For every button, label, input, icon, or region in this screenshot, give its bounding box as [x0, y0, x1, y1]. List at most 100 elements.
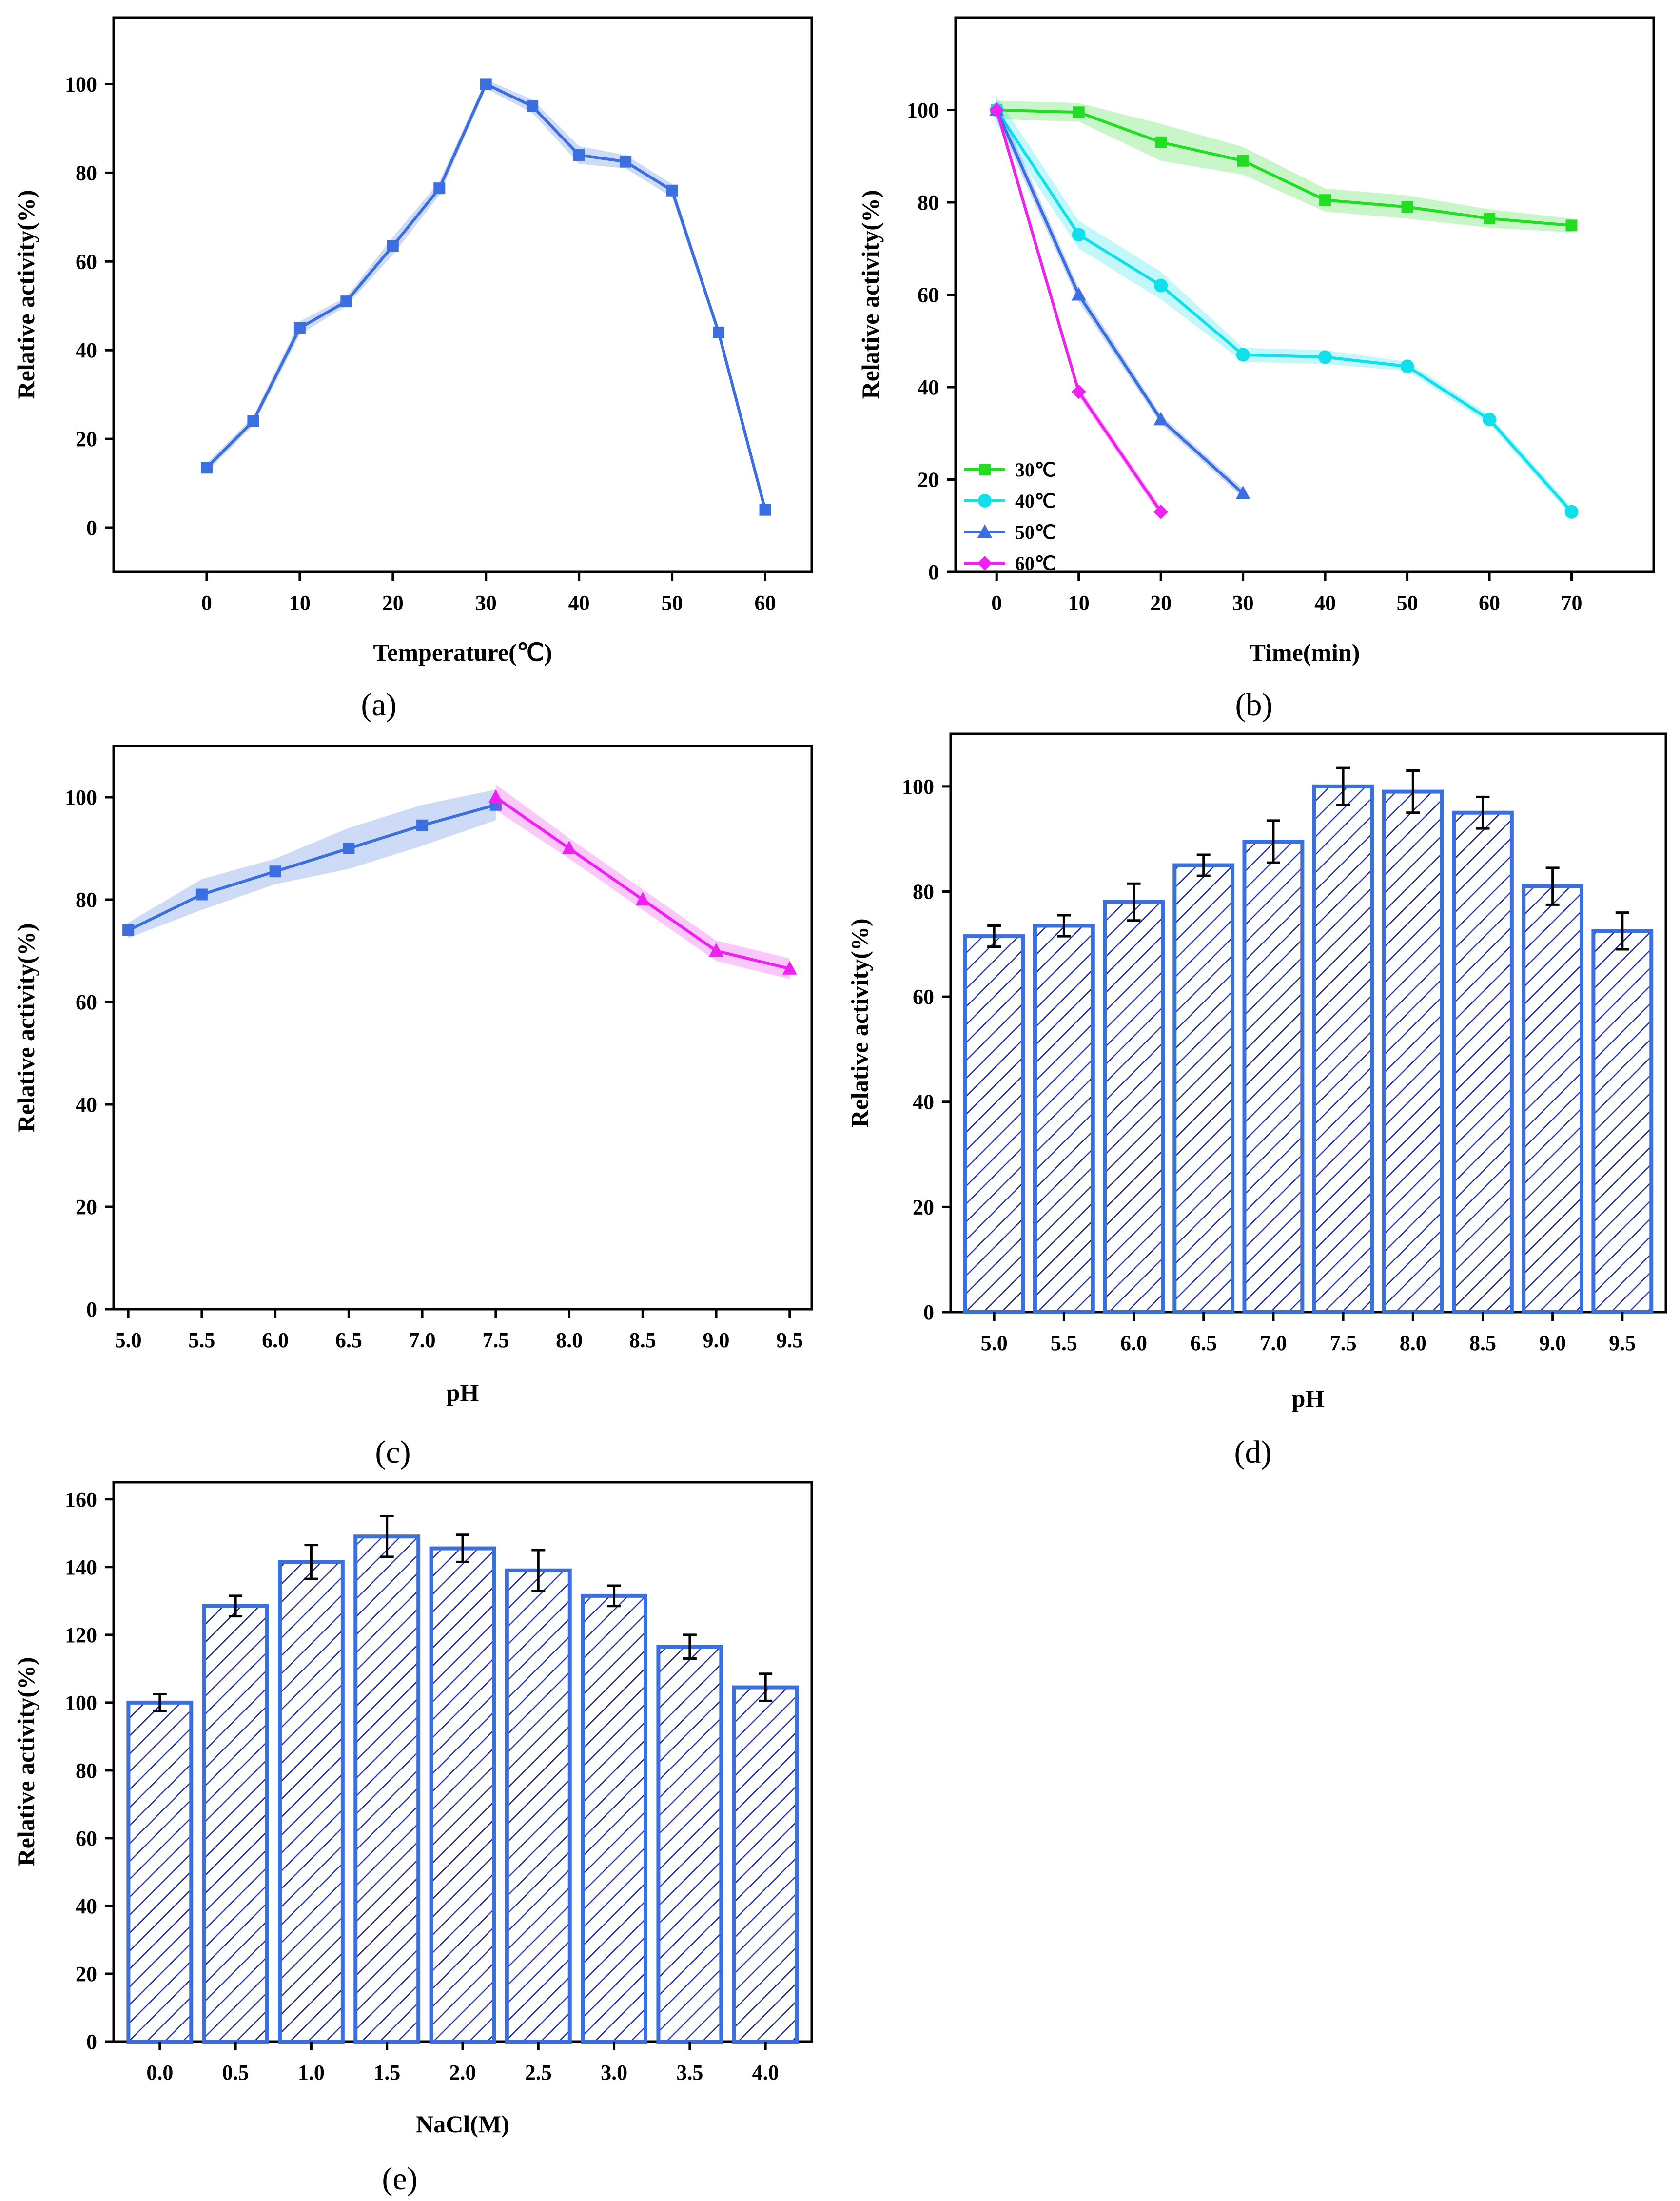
panel-a-xtick-label-6: 60 — [755, 591, 776, 615]
panel-b-ytick-label-2: 40 — [918, 375, 939, 399]
legend-label-1: 40℃ — [1015, 490, 1056, 512]
panel-c-xtick-label-6: 8.0 — [556, 1328, 583, 1352]
panel-a-ytick-label-3: 60 — [76, 250, 97, 274]
panel-c-series-1-point-4 — [782, 961, 797, 975]
panel-b-legend: 30℃ 40℃ 50℃ 60℃ — [964, 459, 1056, 574]
panel-a-ytick-label-2: 40 — [76, 338, 97, 362]
panel-d-xtick-label-5: 7.5 — [1330, 1331, 1357, 1355]
panel-a-series-0-point-10 — [666, 184, 678, 197]
panel-b-series-0-point-2 — [1155, 136, 1167, 148]
panel-c-series-1-band — [495, 784, 790, 979]
panel-e-xtick-label-8: 4.0 — [752, 2061, 779, 2084]
panel-c-series-1-point-1 — [562, 841, 577, 854]
panel-a-series-0-point-8 — [573, 149, 585, 161]
panel-a-series-0-point-1 — [247, 415, 259, 427]
panel-c-xtick-label-5: 7.5 — [482, 1328, 509, 1352]
panel-b-xlabel: Time(min) — [1250, 639, 1360, 666]
panel-e-bar-0 — [126, 1700, 194, 2044]
panel-a-series-0-point-2 — [293, 322, 306, 334]
panel-b-series-0-point-3 — [1237, 155, 1249, 167]
panel-e-xtick-label-7: 3.5 — [676, 2061, 703, 2084]
panel-c-xtick-label-8: 9.0 — [703, 1328, 730, 1352]
panel-d-bar-7 — [1452, 810, 1514, 1314]
panel-c-xtick-label-7: 8.5 — [629, 1328, 656, 1352]
panel-c: 5.0 5.5 6.0 6.5 7.0 7.5 8.0 8.5 9.0 9.5 0 20 40 60 80 1… — [12, 745, 813, 1470]
panel-b-xtick-label-7: 70 — [1561, 591, 1582, 615]
panel-d-bar-3 — [1172, 863, 1235, 1314]
panel-e-bar-3 — [353, 1534, 421, 2044]
panel-a-series-0-band — [206, 79, 765, 514]
panel-e-xtick-label-6: 3.0 — [601, 2061, 627, 2084]
panel-b-ytick-label-0: 0 — [928, 560, 939, 584]
panel-b-series-0-band — [996, 100, 1572, 233]
panel-a-xtick-label-1: 10 — [289, 591, 311, 615]
panel-c-ytick-label-1: 20 — [76, 1195, 97, 1219]
panel-b-xtick-label-2: 20 — [1150, 591, 1172, 615]
panel-b-series-0-line — [996, 108, 1572, 227]
panel-e-ytick-label-4: 80 — [76, 1759, 97, 1783]
panel-c-xtick-label-4: 7.0 — [409, 1328, 436, 1352]
panel-b-xtick-label-1: 10 — [1068, 591, 1090, 615]
panel-b: 0 10 20 30 40 50 60 70 0 20 40 60 80 100 30℃ 40℃ 50℃ 60℃… — [857, 16, 1655, 723]
panel-b-label: (b) — [1235, 687, 1273, 723]
panel-c-series-0-band — [128, 789, 496, 938]
panel-d-bar-2 — [1103, 900, 1165, 1314]
panel-c-series-1-point-3 — [709, 943, 724, 957]
panel-d-xtick-label-9: 9.5 — [1609, 1331, 1636, 1355]
panel-b-ytick-label-1: 20 — [918, 468, 939, 492]
panel-e-ylabel: Relative activity(%) — [12, 1657, 39, 1866]
panel-c-xtick-label-1: 5.5 — [188, 1328, 215, 1352]
panel-c-ytick-label-3: 60 — [76, 990, 97, 1014]
panel-a-ytick-label-4: 80 — [76, 161, 97, 185]
panel-b-series-0-point-6 — [1484, 213, 1496, 225]
panel-e-ytick-label-5: 100 — [65, 1691, 97, 1715]
panel-d-bar-4 — [1242, 840, 1305, 1314]
panel-b-ytick-label-3: 60 — [918, 283, 939, 307]
panel-e-xlabel: NaCl(M) — [416, 2110, 509, 2138]
panel-d-bar-1 — [1033, 924, 1095, 1314]
panel-d-marks: 0 20 40 60 80 100 5.0 5.5 6.0 6.5 7.0 7.5 8.0 8.5 9.0 9… — [902, 766, 1654, 1355]
panel-a-series-0-point-7 — [527, 100, 539, 112]
panel-a-series-0-point-3 — [340, 295, 352, 308]
panel-a-series-0-point-6 — [480, 78, 492, 90]
panel-b-series-1-point-5 — [1400, 359, 1414, 373]
panel-b-xtick-label-4: 40 — [1314, 591, 1336, 615]
panel-b-series-3-point-2 — [1153, 504, 1169, 519]
panel-b-series-2-point-3 — [1235, 485, 1250, 499]
panel-d-xtick-label-8: 9.0 — [1539, 1331, 1566, 1355]
panel-e-ytick-label-0: 0 — [86, 2030, 97, 2054]
panel-b-series-3-point-0 — [989, 102, 1004, 118]
panel-a-series-0-line — [205, 82, 767, 511]
panel-a-xlabel: Temperature(℃) — [373, 639, 552, 666]
panel-e-ytick-label-8: 160 — [65, 1488, 97, 1512]
panel-a-series-0-point-11 — [713, 326, 725, 338]
panel-a-marks: 0 10 20 30 40 50 60 0 20 40 60 80 100 — [65, 72, 776, 615]
panel-d-xlabel: pH — [1292, 1385, 1325, 1412]
panel-b-series-0-point-5 — [1401, 201, 1413, 213]
panel-d-bar-8 — [1522, 884, 1584, 1314]
panel-c-series-0-point-2 — [269, 865, 281, 878]
panel-a-series-0-point-4 — [387, 240, 399, 252]
panel-b-xtick-label-6: 60 — [1479, 591, 1500, 615]
panel-d-xtick-label-1: 5.5 — [1051, 1331, 1077, 1355]
panel-b-series-3-point-1 — [1071, 384, 1086, 399]
panel-b-series-0-point-4 — [1319, 194, 1331, 206]
legend-marker-3 — [977, 556, 992, 570]
panel-b-series-0-point-7 — [1565, 219, 1578, 232]
panel-a-plot-frame — [112, 16, 813, 573]
panel-b-series-1-point-7 — [1564, 505, 1579, 519]
panel-e-ytick-label-2: 40 — [76, 1894, 97, 1918]
panel-c-series-0-point-4 — [416, 819, 429, 831]
panel-b-series-1-point-1 — [1072, 228, 1086, 242]
panel-c-xtick-label-9: 9.5 — [776, 1328, 803, 1352]
panel-a-label: (a) — [361, 687, 396, 723]
panel-d-ytick-label-3: 60 — [913, 985, 934, 1009]
panel-e-xtick-label-0: 0.0 — [146, 2061, 173, 2084]
panel-c-xtick-label-2: 6.0 — [262, 1328, 289, 1352]
panel-b-series-2-point-2 — [1153, 412, 1169, 426]
panel-e-xtick-label-5: 2.5 — [525, 2061, 552, 2084]
panel-e-xtick-label-3: 1.5 — [373, 2061, 400, 2084]
panel-a-xtick-label-2: 20 — [382, 591, 404, 615]
panel-b-series-1-line — [995, 109, 1573, 513]
panel-e-bar-7 — [656, 1645, 723, 2044]
